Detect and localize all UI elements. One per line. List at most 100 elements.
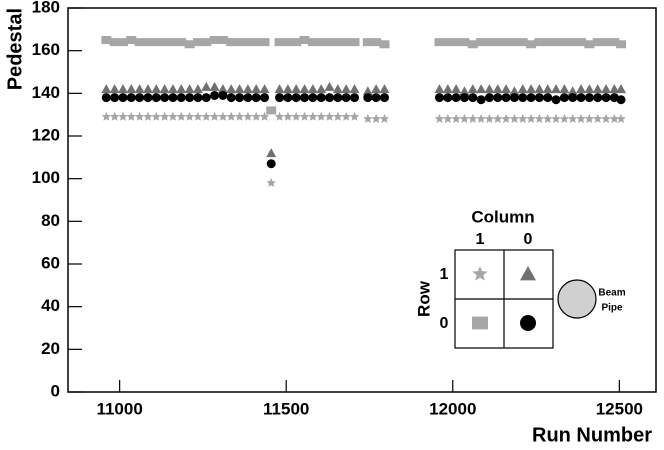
star-marker [316,111,326,121]
plot-frame [67,7,657,393]
square-marker [167,38,178,47]
star-marker [274,111,285,121]
triangle-marker [176,84,187,94]
square-marker [526,40,537,49]
triangle-marker [266,148,277,158]
circle-marker [300,93,310,103]
square-marker [176,38,187,47]
triangle-marker [616,84,627,94]
square-marker [567,38,578,47]
triangle-marker [282,84,293,94]
triangle-marker [234,84,245,94]
circle-marker [520,315,536,331]
x-axis-label: Run Number [532,424,652,446]
circle-marker [275,93,285,103]
square-marker [592,38,603,47]
triangle-marker [592,84,603,94]
circle-marker [251,93,261,103]
circle-marker [333,93,343,103]
circle-marker [501,93,511,103]
circle-marker [291,93,301,103]
square-marker [291,38,302,47]
triangle-marker [609,84,620,94]
circle-marker [593,93,603,103]
star-marker [459,113,470,123]
square-marker [584,40,595,49]
inset-column-label: 0 [524,231,533,248]
star-marker [518,113,528,123]
star-marker [266,177,276,187]
circle-marker [243,93,253,103]
triangle-marker [201,81,212,91]
square-marker [459,38,470,47]
square-marker [371,38,382,47]
star-marker [484,113,495,123]
square-marker [316,38,327,47]
y-tick-label: 140 [32,83,60,102]
square-marker [559,38,570,47]
star-marker [526,113,536,123]
star-marker [291,111,301,121]
star-marker [101,111,112,121]
star-marker [551,113,561,123]
triangle-marker [509,86,520,96]
triangle-marker [291,84,302,94]
x-tick-label: 11000 [96,399,142,418]
circle-marker [559,93,569,103]
triangle-marker [371,84,382,94]
star-marker [159,111,170,121]
y-tick-label: 0 [51,381,60,400]
triangle-marker [142,84,153,94]
star-marker [592,113,603,123]
square-marker [134,38,145,47]
beam-pipe-label: Beam [598,288,625,299]
triangle-marker [526,84,537,94]
triangle-marker [442,84,453,94]
star-marker [451,113,461,123]
star-marker [324,111,335,121]
triangle-marker [126,84,137,94]
triangle-marker [259,84,270,94]
circle-marker [551,95,561,105]
circle-marker [379,93,389,103]
star-marker [308,111,318,121]
star-marker [143,111,153,121]
inset-row-label: 1 [440,266,449,283]
circle-marker [260,93,270,103]
star-marker [283,111,293,121]
triangle-marker [492,84,503,94]
triangle-marker [349,84,360,94]
circle-marker [476,95,486,105]
triangle-marker [209,81,220,91]
star-marker [501,113,511,123]
square-marker [362,38,373,47]
triangle-marker [459,86,470,96]
star-marker [243,111,253,121]
square-marker [282,38,293,47]
triangle-marker [251,84,262,94]
star-marker [363,113,373,123]
triangle-marker [117,84,128,94]
star-marker [226,111,236,121]
triangle-marker [159,84,170,94]
circle-marker [493,93,503,103]
star-marker [568,113,578,123]
star-marker [349,111,360,121]
circle-marker [316,93,326,103]
triangle-marker [192,84,203,94]
square-marker [234,38,245,47]
square-marker [332,38,343,47]
circle-marker [568,93,578,103]
triangle-marker [517,84,528,94]
y-tick-label: 40 [41,296,60,315]
circle-marker [443,93,453,103]
triangle-marker [217,84,228,94]
star-marker [299,111,310,121]
circle-marker [341,93,351,103]
star-marker [201,111,211,121]
triangle-marker [134,84,145,94]
square-marker [501,38,512,47]
square-marker [192,38,203,47]
y-tick-label: 100 [32,168,60,187]
